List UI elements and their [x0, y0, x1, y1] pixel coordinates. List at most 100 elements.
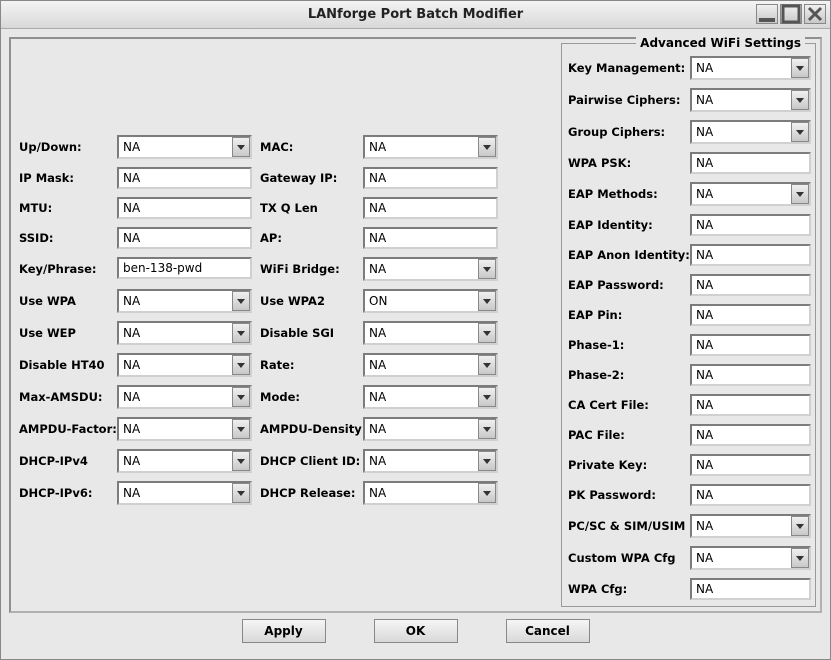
- left-dhcp-ipv6-chevron-down-icon[interactable]: [232, 483, 250, 503]
- left-use-wpa-label: Use WPA: [19, 294, 109, 308]
- left-mac-combo[interactable]: [363, 135, 498, 159]
- adv-key-mgmt-chevron-down-icon[interactable]: [791, 58, 809, 78]
- left-use-wpa-chevron-down-icon[interactable]: [232, 291, 250, 311]
- left-ampdu-density-chevron-down-icon[interactable]: [478, 419, 496, 439]
- left-max-amsdu-chevron-down-icon[interactable]: [232, 387, 250, 407]
- adv-pairwise-label: Pairwise Ciphers:: [568, 93, 686, 107]
- adv-eap-password-input[interactable]: [690, 274, 811, 296]
- adv-pairwise-chevron-down-icon[interactable]: [791, 90, 809, 110]
- left-ampdu-density-combo[interactable]: [363, 417, 498, 441]
- adv-phase1-input[interactable]: [690, 334, 811, 356]
- left-max-amsdu-combo[interactable]: [117, 385, 252, 409]
- adv-eap-methods-combo[interactable]: [690, 182, 811, 206]
- adv-private-key-input[interactable]: [690, 454, 811, 476]
- left-mtu-input[interactable]: [117, 197, 252, 219]
- left-use-wpa2-chevron-down-icon[interactable]: [478, 291, 496, 311]
- left-use-wep-chevron-down-icon[interactable]: [232, 323, 250, 343]
- left-rate-label: Rate:: [260, 358, 355, 372]
- content: Up/Down:MAC:IP Mask:Gateway IP:MTU:TX Q …: [1, 29, 830, 659]
- adv-group-combo[interactable]: [690, 120, 811, 144]
- left-disable-ht40-chevron-down-icon[interactable]: [232, 355, 250, 375]
- left-up-down-combo[interactable]: [117, 135, 252, 159]
- left-dhcp-ipv4-label: DHCP-IPv4: [19, 454, 109, 468]
- adv-group-label: Group Ciphers:: [568, 125, 686, 139]
- adv-pcsc-chevron-down-icon[interactable]: [791, 516, 809, 536]
- adv-eap-identity-input[interactable]: [690, 214, 811, 236]
- adv-eap-pin-input[interactable]: [690, 304, 811, 326]
- button-bar: Apply OK Cancel: [9, 613, 822, 651]
- adv-custom-wpa-chevron-down-icon[interactable]: [791, 548, 809, 568]
- left-up-down-label: Up/Down:: [19, 140, 109, 154]
- cancel-button[interactable]: Cancel: [506, 619, 590, 643]
- left-rate-combo[interactable]: [363, 353, 498, 377]
- left-dhcp-client-id-chevron-down-icon[interactable]: [478, 451, 496, 471]
- left-ap-label: AP:: [260, 231, 355, 245]
- left-dhcp-ipv4-chevron-down-icon[interactable]: [232, 451, 250, 471]
- adv-wpa-cfg-input[interactable]: [690, 578, 811, 600]
- left-ampdu-factor-combo[interactable]: [117, 417, 252, 441]
- advanced-grid: Key Management: Pairwise Ciphers: Group Ci…: [568, 56, 811, 600]
- adv-phase2-input[interactable]: [690, 364, 811, 386]
- adv-pairwise-combo[interactable]: [690, 88, 811, 112]
- adv-pcsc-combo[interactable]: [690, 514, 811, 538]
- left-key-phrase-input[interactable]: [117, 257, 252, 279]
- adv-pac-file-input[interactable]: [690, 424, 811, 446]
- left-disable-ht40-combo[interactable]: [117, 353, 252, 377]
- adv-eap-identity-label: EAP Identity:: [568, 218, 686, 232]
- adv-wpa-psk-label: WPA PSK:: [568, 156, 686, 170]
- left-grid: Up/Down:MAC:IP Mask:Gateway IP:MTU:TX Q …: [15, 43, 557, 607]
- left-mode-combo[interactable]: [363, 385, 498, 409]
- adv-custom-wpa-label: Custom WPA Cfg: [568, 551, 686, 565]
- left-ampdu-factor-chevron-down-icon[interactable]: [232, 419, 250, 439]
- left-disable-sgi-combo[interactable]: [363, 321, 498, 345]
- left-dhcp-release-combo[interactable]: [363, 481, 498, 505]
- left-mac-label: MAC:: [260, 140, 355, 154]
- left-dhcp-ipv6-label: DHCP-IPv6:: [19, 486, 109, 500]
- left-wifi-bridge-label: WiFi Bridge:: [260, 262, 355, 276]
- window: LANforge Port Batch Modifier Up/Down:MAC…: [0, 0, 831, 660]
- adv-eap-methods-label: EAP Methods:: [568, 187, 686, 201]
- adv-eap-pin-label: EAP Pin:: [568, 308, 686, 322]
- left-dhcp-client-id-combo[interactable]: [363, 449, 498, 473]
- left-dhcp-release-chevron-down-icon[interactable]: [478, 483, 496, 503]
- left-use-wpa2-combo[interactable]: [363, 289, 498, 313]
- left-ap-input[interactable]: [363, 227, 498, 249]
- adv-pcsc-label: PC/SC & SIM/USIM: [568, 519, 686, 533]
- adv-eap-anon-label: EAP Anon Identity:: [568, 248, 686, 262]
- left-up-down-chevron-down-icon[interactable]: [232, 137, 250, 157]
- adv-eap-methods-chevron-down-icon[interactable]: [791, 184, 809, 204]
- left-wifi-bridge-combo[interactable]: [363, 257, 498, 281]
- main-panel: Up/Down:MAC:IP Mask:Gateway IP:MTU:TX Q …: [9, 37, 822, 613]
- ok-button[interactable]: OK: [374, 619, 458, 643]
- adv-ca-cert-label: CA Cert File:: [568, 398, 686, 412]
- left-rate-chevron-down-icon[interactable]: [478, 355, 496, 375]
- adv-custom-wpa-combo[interactable]: [690, 546, 811, 570]
- left-dhcp-ipv6-combo[interactable]: [117, 481, 252, 505]
- left-mode-chevron-down-icon[interactable]: [478, 387, 496, 407]
- adv-key-mgmt-combo[interactable]: [690, 56, 811, 80]
- left-ssid-input[interactable]: [117, 227, 252, 249]
- close-icon[interactable]: [804, 4, 826, 24]
- left-ssid-label: SSID:: [19, 231, 109, 245]
- adv-eap-anon-input[interactable]: [690, 244, 811, 266]
- left-ip-mask-input[interactable]: [117, 167, 252, 189]
- adv-group-chevron-down-icon[interactable]: [791, 122, 809, 142]
- left-gateway-ip-input[interactable]: [363, 167, 498, 189]
- left-mac-chevron-down-icon[interactable]: [478, 137, 496, 157]
- left-use-wpa-combo[interactable]: [117, 289, 252, 313]
- left-use-wep-combo[interactable]: [117, 321, 252, 345]
- left-max-amsdu-label: Max-AMSDU:: [19, 390, 109, 404]
- left-wifi-bridge-chevron-down-icon[interactable]: [478, 259, 496, 279]
- left-txq-len-input[interactable]: [363, 197, 498, 219]
- advanced-legend: Advanced WiFi Settings: [636, 36, 805, 50]
- left-disable-sgi-chevron-down-icon[interactable]: [478, 323, 496, 343]
- adv-wpa-psk-input[interactable]: [690, 152, 811, 174]
- minimize-icon[interactable]: [756, 4, 778, 24]
- adv-key-mgmt-label: Key Management:: [568, 61, 686, 75]
- adv-ca-cert-input[interactable]: [690, 394, 811, 416]
- left-dhcp-ipv4-combo[interactable]: [117, 449, 252, 473]
- apply-button[interactable]: Apply: [242, 619, 326, 643]
- maximize-icon[interactable]: [780, 4, 802, 24]
- left-use-wpa2-label: Use WPA2: [260, 294, 355, 308]
- adv-pk-password-input[interactable]: [690, 484, 811, 506]
